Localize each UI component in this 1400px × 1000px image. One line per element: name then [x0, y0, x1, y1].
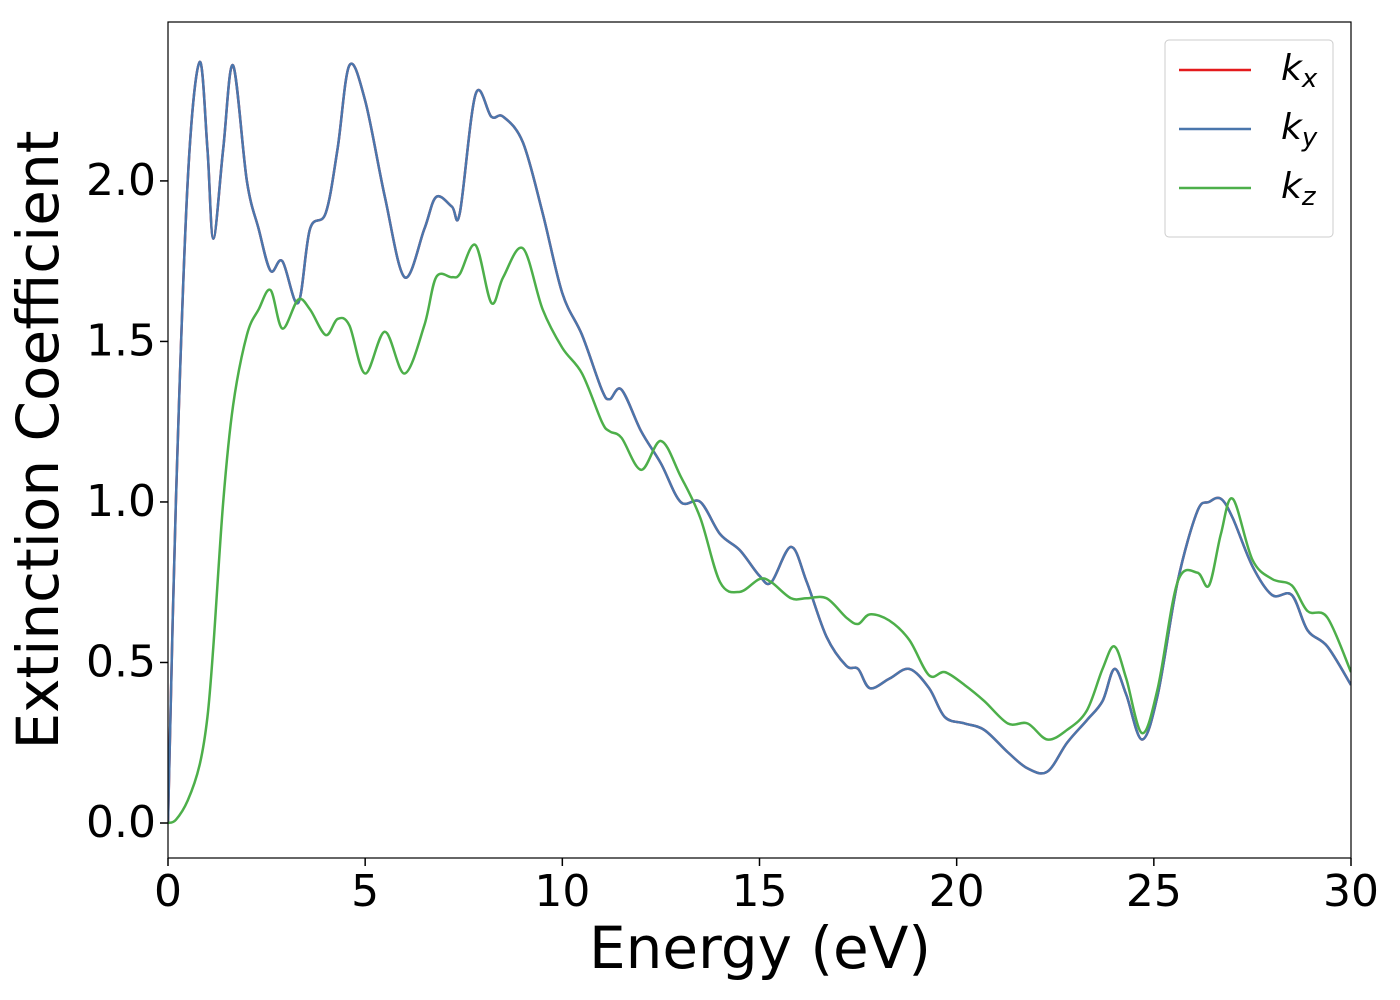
series-line — [168, 60, 1351, 824]
legend-label: kx — [1281, 48, 1318, 94]
y-tick-label: 1.0 — [86, 476, 156, 527]
x-tick-label: 20 — [929, 866, 985, 917]
x-tick-label: 15 — [732, 866, 788, 917]
plot-frame — [167, 21, 1352, 859]
series-line — [168, 243, 1351, 825]
x-tick-label: 0 — [154, 866, 182, 917]
x-tick-label: 30 — [1323, 866, 1379, 917]
y-tick-label: 0.0 — [86, 797, 156, 848]
y-axis-label: Extinction Coefficient — [4, 131, 72, 750]
y-tick-label: 0.5 — [86, 636, 156, 687]
legend-label: kz — [1281, 166, 1317, 212]
x-tick-label: 25 — [1126, 866, 1182, 917]
x-axis-label: Energy (eV) — [589, 914, 931, 982]
legend-label: ky — [1281, 107, 1318, 153]
x-tick-label: 10 — [534, 866, 590, 917]
y-tick-label: 2.0 — [86, 155, 156, 206]
x-tick-label: 5 — [351, 866, 379, 917]
y-tick-label: 1.5 — [86, 315, 156, 366]
